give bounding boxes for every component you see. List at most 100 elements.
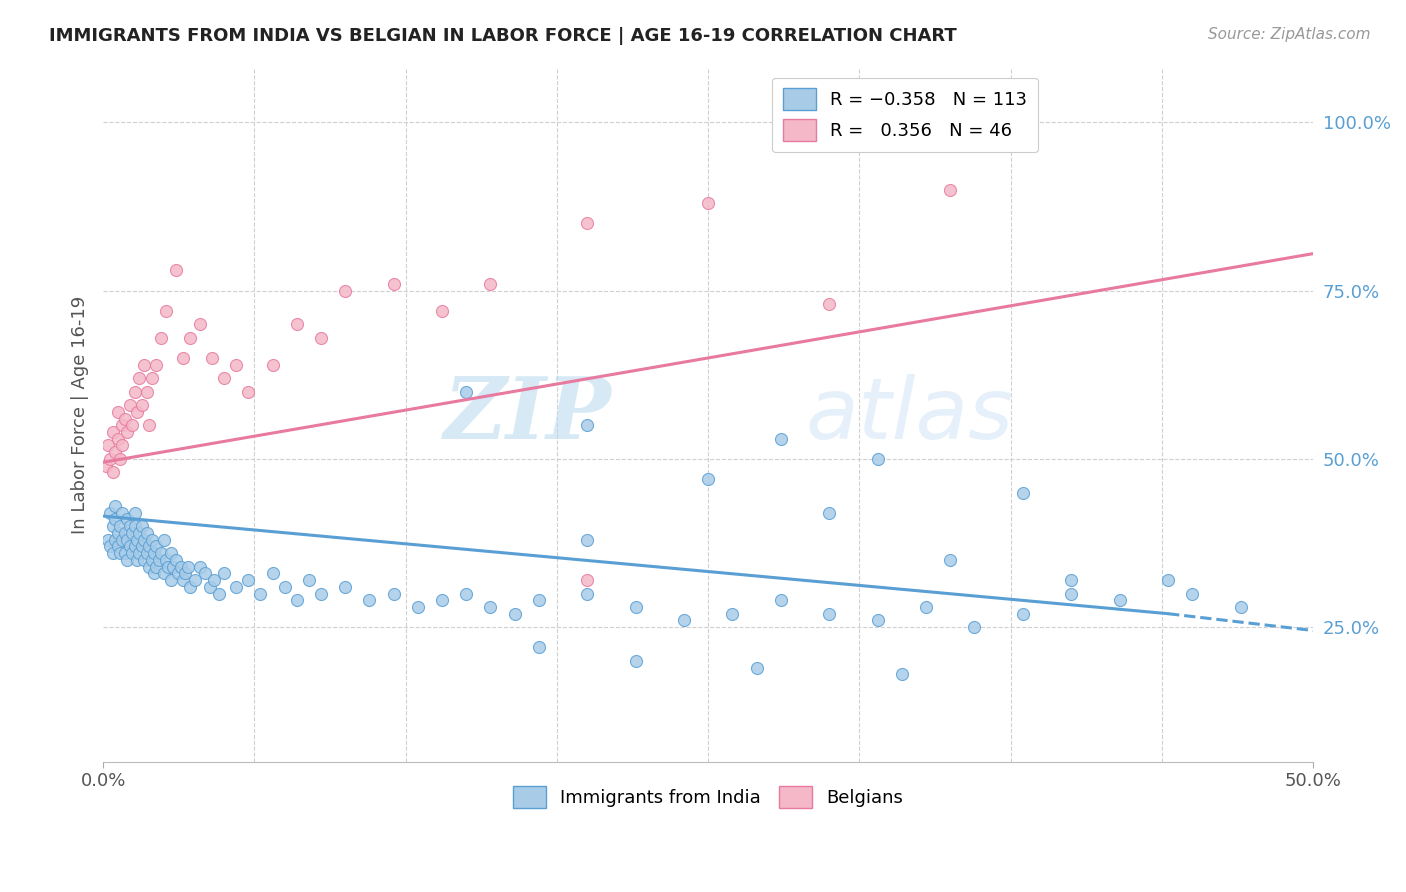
Point (1181, 586, 1204, 600)
Point (145, 540, 167, 554)
Point (576, 573, 599, 587)
Point (939, 553, 962, 567)
Point (479, 277, 502, 291)
Point (249, 586, 271, 600)
Point (818, 607, 841, 621)
Point (107, 525, 129, 540)
Point (179, 331, 201, 345)
Text: IMMIGRANTS FROM INDIA VS BELGIAN IN LABOR FORCE | AGE 16-19 CORRELATION CHART: IMMIGRANTS FROM INDIA VS BELGIAN IN LABO… (49, 27, 957, 45)
Point (97, 438, 120, 452)
Point (111, 506, 134, 520)
Point (177, 559, 200, 574)
Point (456, 586, 478, 600)
Point (100, 506, 122, 520)
Point (527, 640, 550, 655)
Point (107, 405, 129, 419)
Point (479, 599, 502, 614)
Point (165, 553, 187, 567)
Point (141, 371, 163, 385)
Point (167, 566, 190, 581)
Point (503, 607, 526, 621)
Point (238, 573, 260, 587)
Point (188, 559, 211, 574)
Point (128, 371, 150, 385)
Point (118, 540, 141, 554)
Point (225, 358, 247, 372)
Point (262, 358, 284, 372)
Point (117, 553, 139, 567)
Point (111, 438, 134, 452)
Point (104, 445, 127, 459)
Point (745, 660, 768, 674)
Point (150, 331, 173, 345)
Point (456, 384, 478, 399)
Point (97, 533, 120, 547)
Point (225, 580, 247, 594)
Point (406, 599, 429, 614)
Point (152, 533, 174, 547)
Point (890, 667, 912, 681)
Point (697, 472, 720, 486)
Point (198, 580, 221, 594)
Point (145, 358, 167, 372)
Point (101, 466, 124, 480)
Point (134, 553, 156, 567)
Point (382, 277, 405, 291)
Point (866, 451, 889, 466)
Point (121, 546, 143, 560)
Point (172, 573, 194, 587)
Point (527, 593, 550, 607)
Point (576, 586, 599, 600)
Point (94, 458, 117, 473)
Point (1108, 593, 1130, 607)
Point (114, 546, 136, 560)
Point (111, 533, 134, 547)
Point (160, 573, 183, 587)
Point (101, 519, 124, 533)
Point (963, 620, 986, 634)
Point (174, 566, 197, 581)
Point (208, 586, 231, 600)
Point (382, 586, 405, 600)
Point (1011, 607, 1033, 621)
Point (107, 540, 129, 554)
Point (124, 540, 146, 554)
Point (104, 499, 127, 513)
Point (124, 506, 146, 520)
Point (212, 371, 235, 385)
Point (141, 533, 163, 547)
Point (238, 384, 260, 399)
Point (576, 533, 599, 547)
Point (131, 398, 153, 412)
Point (138, 418, 160, 433)
Point (155, 303, 177, 318)
Point (172, 351, 194, 365)
Point (101, 546, 124, 560)
Point (117, 533, 139, 547)
Point (576, 418, 599, 433)
Point (1229, 599, 1251, 614)
Point (866, 614, 889, 628)
Point (117, 425, 139, 439)
Point (169, 559, 191, 574)
Point (134, 358, 156, 372)
Point (131, 540, 153, 554)
Point (124, 384, 146, 399)
Point (194, 566, 217, 581)
Point (179, 580, 201, 594)
Point (769, 593, 792, 607)
Point (141, 553, 163, 567)
Point (145, 559, 167, 574)
Point (121, 525, 143, 540)
Point (142, 546, 165, 560)
Point (135, 546, 157, 560)
Point (157, 559, 180, 574)
Text: atlas: atlas (806, 374, 1012, 457)
Point (309, 331, 332, 345)
Point (359, 593, 381, 607)
Point (108, 451, 131, 466)
Point (939, 183, 962, 197)
Point (128, 546, 150, 560)
Point (160, 546, 183, 560)
Point (576, 216, 599, 230)
